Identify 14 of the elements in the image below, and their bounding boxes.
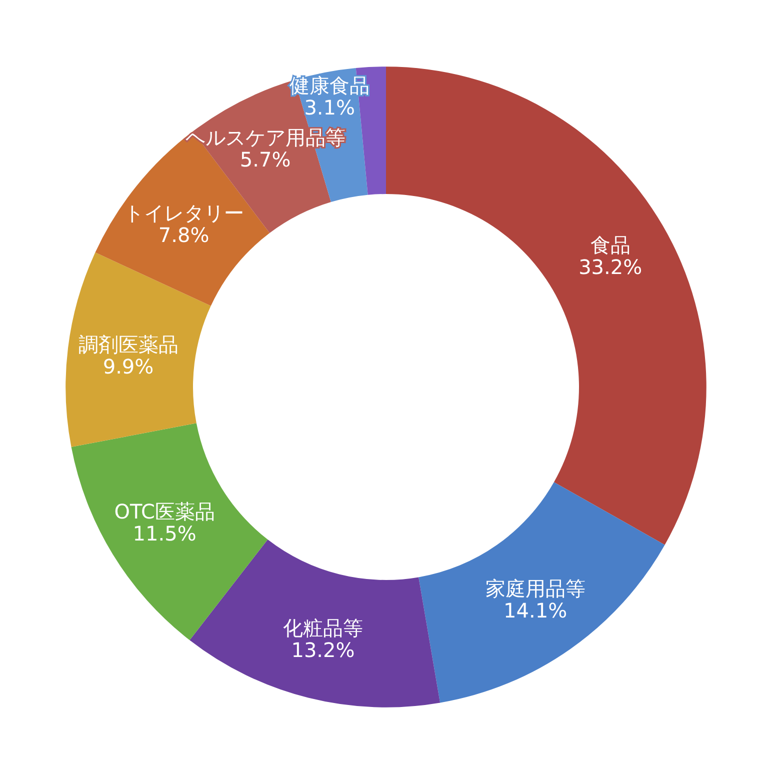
slice-label: 家庭用品等 (485, 576, 586, 600)
data-label: 5.7% (240, 147, 291, 172)
slice-label: 食品 (590, 233, 630, 258)
data-label: 7.8% (158, 222, 210, 247)
data-label: 14.1% (504, 598, 568, 622)
data-label: 3.1% (304, 95, 356, 120)
slice-label: 調剤医薬品 (78, 332, 178, 356)
slice-label: OTC医薬品 (114, 500, 215, 524)
data-label: 11.5% (132, 522, 196, 546)
data-label: 13.2% (291, 638, 355, 662)
data-label: 33.2% (578, 255, 642, 280)
slice-label: 化粧品等 (283, 616, 363, 640)
slice-label: トイレタリー (124, 200, 244, 225)
data-label: 9.9% (102, 354, 154, 378)
